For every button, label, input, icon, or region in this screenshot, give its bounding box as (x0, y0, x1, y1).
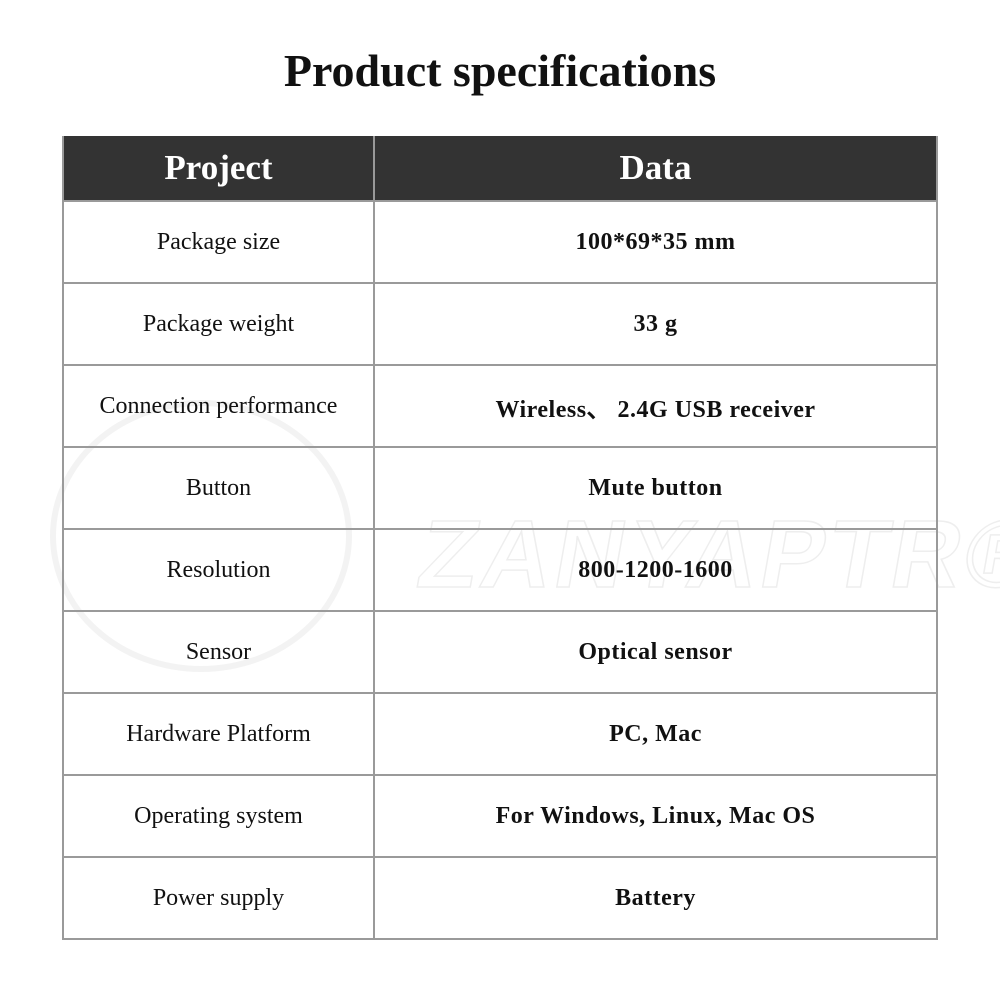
spec-project: Button (62, 446, 375, 530)
spec-project: Sensor (62, 610, 375, 694)
spec-value: 100*69*35 mm (373, 200, 938, 284)
spec-value: Wireless、 2.4G USB receiver (373, 364, 938, 448)
table-row: Package weight 33 g (62, 282, 938, 366)
table-row: Sensor Optical sensor (62, 610, 938, 694)
spec-value: 800-1200-1600 (373, 528, 938, 612)
spec-value: Mute button (373, 446, 938, 530)
spec-project: Power supply (62, 856, 375, 940)
header-data: Data (373, 136, 938, 201)
spec-value: Optical sensor (373, 610, 938, 694)
page-title: Product specifications (283, 45, 717, 96)
header-project: Project (62, 136, 375, 201)
spec-value: For Windows, Linux, Mac OS (373, 774, 938, 858)
spec-project: Operating system (62, 774, 375, 858)
table-header-row: Project Data (62, 136, 938, 201)
spec-project: Connection performance (62, 364, 375, 448)
spec-project: Resolution (62, 528, 375, 612)
table-row: Power supply Battery (62, 856, 938, 940)
table-row: Connection performance Wireless、 2.4G USB… (62, 364, 938, 448)
spec-table: Project Data Package size 100*69*35 mm Pac… (62, 136, 938, 940)
table-row: Package size 100*69*35 mm (62, 200, 938, 284)
table-row: Resolution 800-1200-1600 (62, 528, 938, 612)
spec-project: Package weight (62, 282, 375, 366)
spec-project: Hardware Platform (62, 692, 375, 776)
table-row: Hardware Platform PC, Mac (62, 692, 938, 776)
spec-value: PC, Mac (373, 692, 938, 776)
table-row: Button Mute button (62, 446, 938, 530)
spec-value: 33 g (373, 282, 938, 366)
spec-value: Battery (373, 856, 938, 940)
table-row: Operating system For Windows, Linux, Mac … (62, 774, 938, 858)
spec-project: Package size (62, 200, 375, 284)
